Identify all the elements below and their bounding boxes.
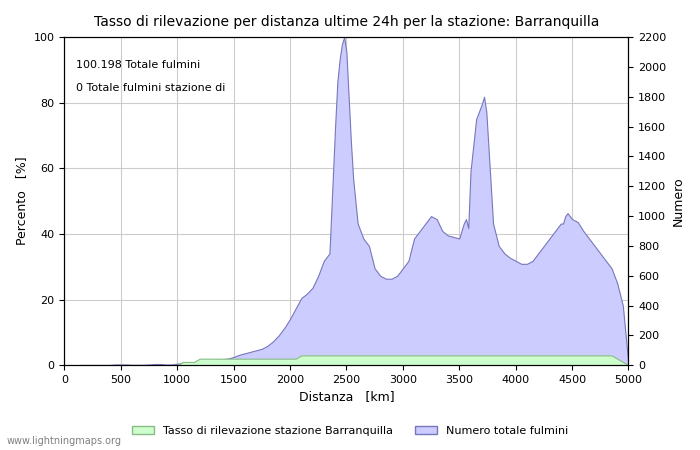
Text: www.lightningmaps.org: www.lightningmaps.org — [7, 436, 122, 446]
Y-axis label: Numero: Numero — [672, 176, 685, 226]
Legend: Tasso di rilevazione stazione Barranquilla, Numero totale fulmini: Tasso di rilevazione stazione Barranquil… — [127, 421, 573, 440]
Text: 0 Totale fulmini stazione di: 0 Totale fulmini stazione di — [76, 83, 225, 93]
Text: 100.198 Totale fulmini: 100.198 Totale fulmini — [76, 60, 200, 70]
Y-axis label: Percento   [%]: Percento [%] — [15, 157, 28, 246]
X-axis label: Distanza   [km]: Distanza [km] — [299, 391, 394, 404]
Title: Tasso di rilevazione per distanza ultime 24h per la stazione: Barranquilla: Tasso di rilevazione per distanza ultime… — [94, 15, 599, 29]
